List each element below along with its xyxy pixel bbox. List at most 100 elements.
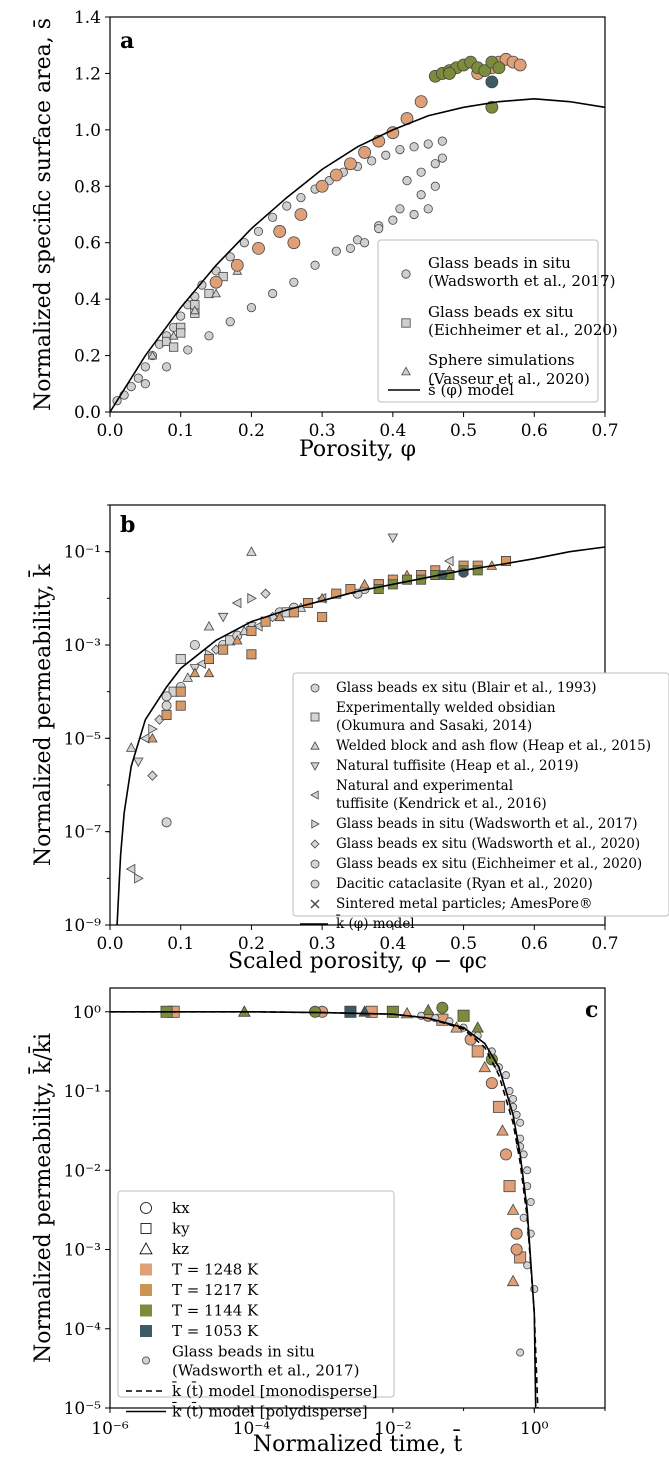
x-tick-label: 10⁰	[520, 1419, 549, 1439]
data-point	[387, 533, 399, 544]
legend-marker	[310, 879, 320, 889]
data-point	[437, 136, 447, 146]
legend-marker	[141, 1356, 150, 1365]
legend-label: Sintered metal particles; AmesPore®	[336, 896, 593, 912]
data-point	[523, 1166, 532, 1175]
legend-a: Glass beads in situ(Wadsworth et al., 20…	[377, 239, 618, 403]
x-tick-label: 0.0	[96, 421, 123, 441]
legend-label: k̄ (t̄) model [polydisperse]	[172, 1402, 368, 1420]
data-point	[139, 733, 150, 744]
data-point	[358, 146, 371, 159]
data-point	[175, 686, 186, 697]
data-point	[409, 142, 419, 152]
data-point	[161, 700, 172, 711]
legend-marker	[140, 1304, 152, 1317]
data-point	[140, 362, 150, 372]
legend-label: T = 1053 K	[172, 1322, 259, 1340]
data-point	[246, 303, 257, 313]
legend-marker	[310, 790, 319, 800]
data-point	[331, 246, 341, 256]
data-point	[492, 1100, 505, 1113]
x-tick-label: 0.5	[450, 934, 477, 954]
x-axis-label: Normalized time, t̄	[253, 1429, 462, 1457]
x-tick-label: 0.6	[521, 934, 548, 954]
data-point	[140, 379, 150, 389]
data-point	[287, 236, 301, 250]
y-tick-label: 1.4	[74, 8, 101, 28]
data-point	[516, 1118, 525, 1127]
legend-box	[117, 1190, 395, 1398]
data-point	[203, 620, 215, 631]
y-tick-label: 10⁻⁷	[64, 823, 102, 843]
y-tick-label: 1.0	[74, 121, 101, 141]
legend-label: Natural tuffisite (Heap et al., 2019)	[336, 758, 579, 774]
legend-label: (Wadsworth et al., 2017)	[428, 272, 615, 290]
data-point	[471, 1021, 484, 1033]
legend-label: Glass beads ex situ (Blair et al., 1993)	[336, 680, 597, 696]
data-point	[246, 546, 257, 556]
data-point	[252, 241, 265, 255]
data-point	[134, 873, 144, 884]
data-point	[386, 1005, 399, 1018]
data-point	[133, 373, 143, 383]
data-point	[209, 275, 223, 289]
data-point	[168, 330, 179, 340]
legend-marker	[139, 1242, 153, 1255]
data-point	[437, 153, 447, 163]
data-point	[203, 667, 215, 678]
legend-label: (Okumura and Sasaki, 2014)	[336, 718, 532, 734]
data-point	[485, 100, 499, 114]
legend-b: Glass beads ex situ (Blair et al., 1993)…	[292, 672, 669, 932]
data-point	[169, 342, 179, 352]
y-tick-label: 10⁻⁴	[64, 1320, 102, 1340]
legend-marker	[310, 712, 320, 722]
data-point	[513, 58, 527, 72]
y-tick-label: 0.8	[74, 177, 101, 197]
data-point	[373, 584, 384, 595]
data-point	[232, 634, 243, 645]
data-point	[374, 224, 384, 234]
legend-marker	[140, 1263, 152, 1276]
y-axis-label: Normalized permeability, k̄	[28, 563, 56, 866]
legend-label: Glass beads in situ	[172, 1343, 315, 1361]
data-point	[289, 277, 299, 287]
legend-label: Welded block and ash flow (Heap et al., …	[336, 738, 651, 754]
legend-label: Dacitic cataclasite (Ryan et al., 2020)	[336, 876, 593, 892]
legend-box	[292, 672, 669, 917]
x-tick-label: 0.5	[450, 421, 477, 441]
legend-label: Glass beads ex situ	[428, 303, 574, 321]
data-point	[247, 593, 257, 604]
x-tick-label: 0.4	[379, 934, 406, 954]
data-point	[344, 157, 357, 171]
legend-marker	[401, 318, 411, 328]
data-point	[510, 1227, 523, 1240]
data-point	[147, 770, 158, 781]
legend-label: Glass beads in situ (Wadsworth et al., 2…	[336, 816, 638, 832]
data-point	[197, 280, 207, 290]
legend-marker	[140, 1284, 152, 1296]
x-tick-label: 0.4	[379, 421, 406, 441]
data-point	[189, 305, 200, 315]
data-point	[294, 208, 308, 221]
legend-label: (Eichheimer et al., 2020)	[428, 321, 618, 339]
legend-label: ky	[172, 1220, 190, 1238]
data-point	[523, 1261, 532, 1270]
legend-marker	[310, 762, 320, 771]
data-point	[230, 258, 244, 272]
data-point	[218, 644, 229, 655]
y-tick-label: 0.6	[74, 234, 101, 254]
legend-marker	[140, 1202, 152, 1214]
legend-marker	[401, 366, 411, 376]
data-point	[516, 1348, 525, 1357]
legend-label: Glass beads ex situ (Wadsworth et al., 2…	[336, 836, 640, 852]
data-point	[125, 863, 136, 875]
y-tick-label: 10⁻⁹	[64, 916, 102, 936]
legend-marker	[140, 1223, 152, 1234]
x-tick-label: 0.0	[96, 934, 123, 954]
data-point	[503, 1180, 516, 1193]
legend-label: Glass beads ex situ (Eichheimer et al., …	[336, 856, 642, 872]
data-point	[381, 150, 391, 160]
y-tick-label: 10⁰	[73, 1003, 102, 1023]
series-a-0	[112, 136, 447, 406]
